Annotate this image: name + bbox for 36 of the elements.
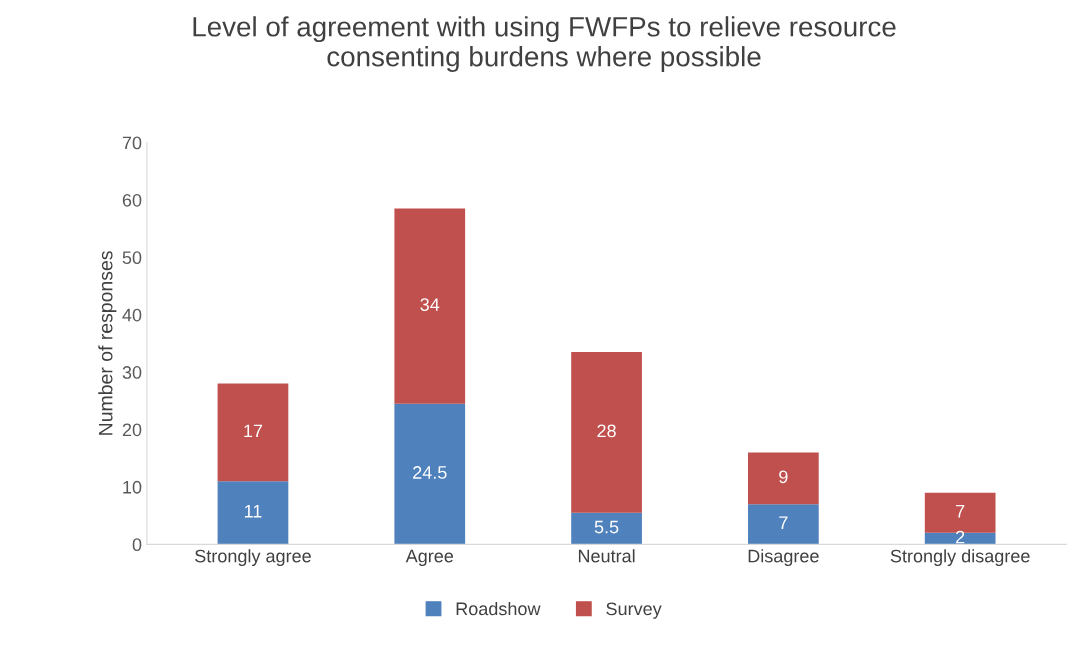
bar [571, 512, 642, 545]
legend-label: Survey [606, 602, 662, 619]
data-label: 7 [956, 505, 965, 518]
bar [394, 208, 466, 404]
bar [924, 532, 996, 545]
y-tick-label: 20 [122, 423, 142, 437]
data-label: 34 [420, 298, 440, 311]
x-tick-label: Strongly disagree [890, 549, 1030, 567]
y-tick-label: 0 [132, 538, 142, 552]
bar [217, 481, 289, 545]
data-label: 11 [244, 505, 262, 518]
x-tick-label: Agree [405, 549, 454, 567]
bar [394, 403, 466, 545]
data-label: 9 [779, 470, 788, 484]
chart-title: Level of agreement with using FWFPs to relieve resource consenting burdens where possible [193, 16, 896, 73]
bar [217, 383, 289, 482]
legend-label: Roadshow [456, 601, 541, 616]
y-tick-label: 50 [122, 251, 142, 265]
y-tick-label: 10 [123, 480, 142, 494]
y-tick-label: 30 [122, 366, 142, 379]
x-tick-label: Strongly agree [195, 549, 311, 567]
y-tick-label: 70 [122, 136, 142, 150]
y-tick-label: 60 [122, 193, 142, 207]
bar [748, 452, 819, 505]
data-label: 17 [244, 424, 263, 438]
data-label: 5.5 [594, 520, 619, 534]
data-label: 24.5 [413, 466, 447, 479]
y-tick-label: 40 [122, 308, 142, 322]
x-tick-label: Neutral [578, 549, 635, 563]
data-label: 28 [597, 424, 616, 438]
y-axis-title: Number of responses [98, 251, 117, 435]
data-label: 2 [956, 530, 965, 544]
bar [571, 352, 642, 513]
data-label: 7 [779, 516, 788, 529]
bar [748, 504, 819, 545]
x-tick-label: Disagree [748, 549, 819, 567]
